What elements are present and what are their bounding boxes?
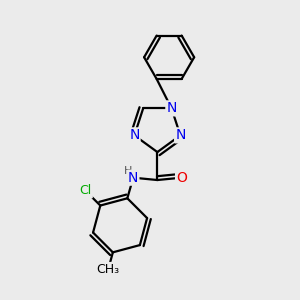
Text: N: N: [128, 171, 138, 185]
Text: CH₃: CH₃: [97, 263, 120, 276]
Text: Cl: Cl: [80, 184, 92, 197]
Text: N: N: [129, 128, 140, 142]
Text: H: H: [124, 166, 132, 176]
Text: N: N: [175, 128, 185, 142]
Text: O: O: [176, 171, 187, 185]
Text: N: N: [167, 101, 177, 116]
